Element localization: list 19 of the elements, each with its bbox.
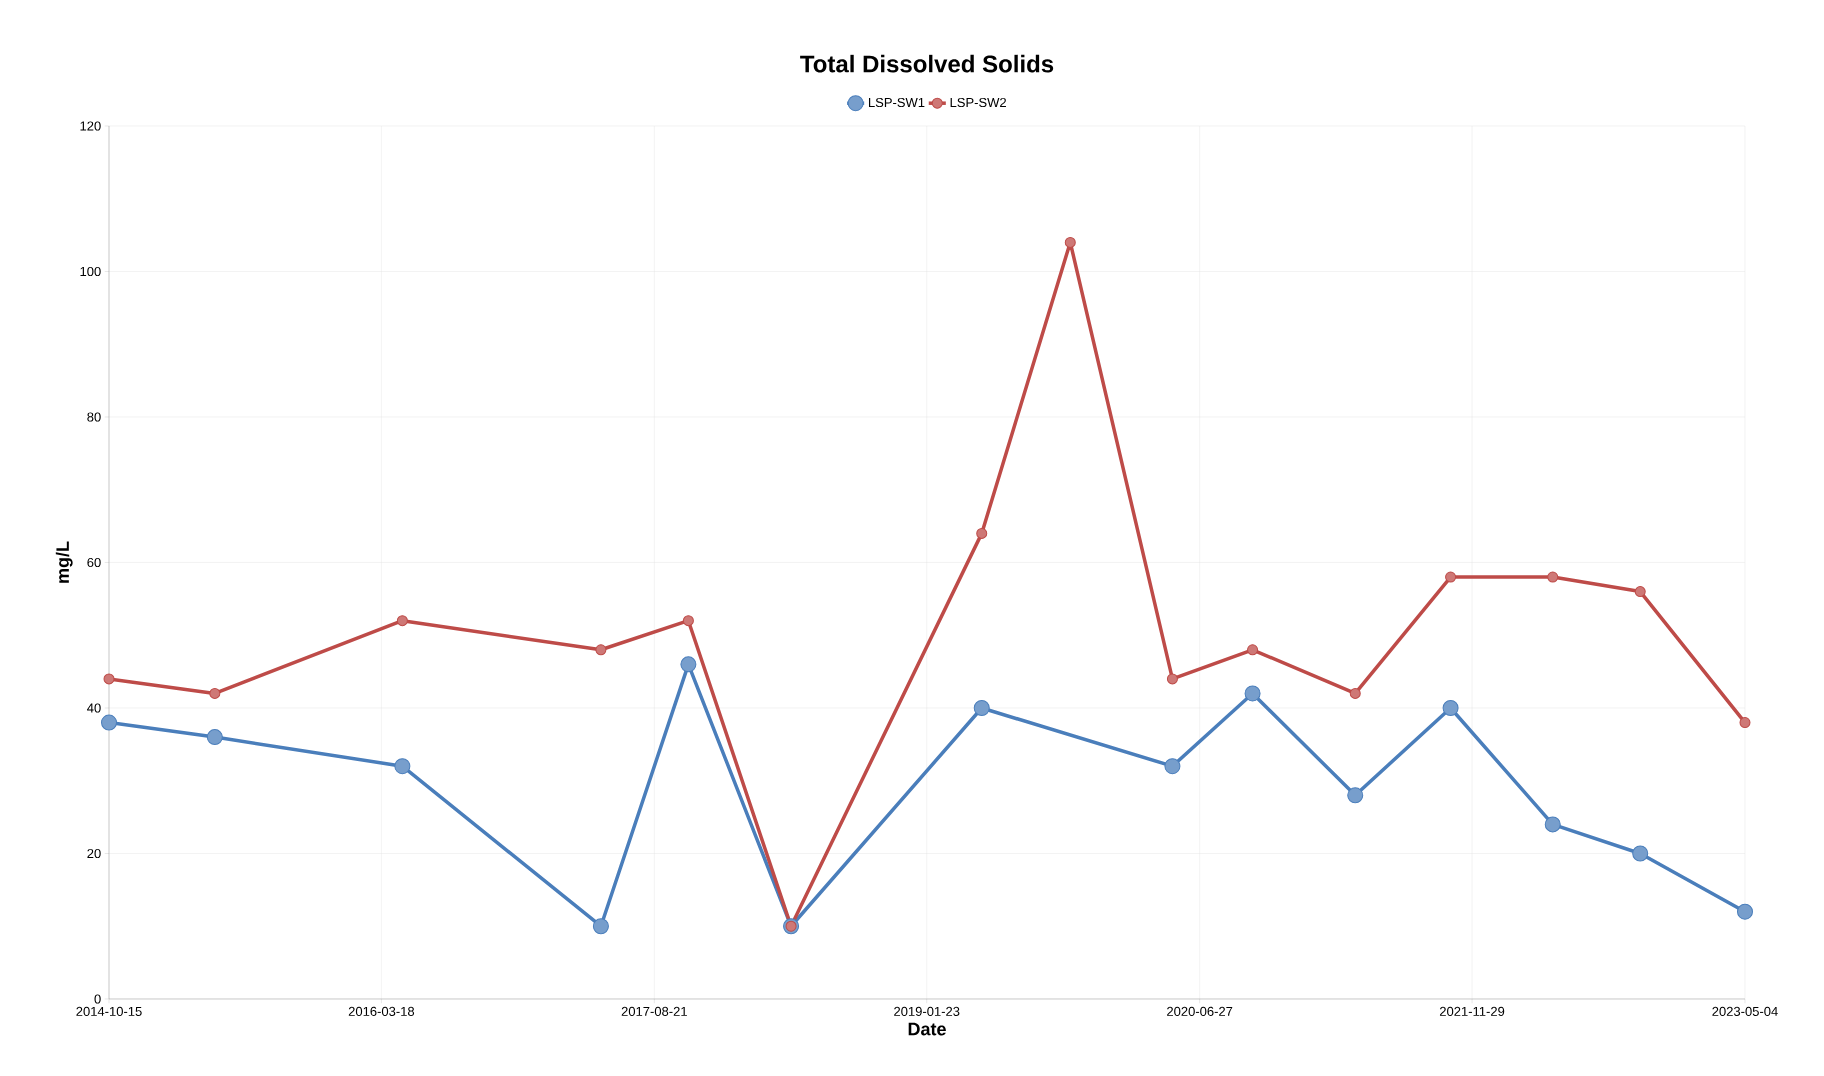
x-tick-label: 2021-11-29 (1439, 1006, 1505, 1016)
y-tick-label: 0 (94, 994, 101, 1004)
y-tick-label: 40 (87, 703, 101, 713)
x-tick-label: 2017-08-21 (621, 1006, 687, 1016)
chart-title: Total Dissolved Solids (800, 54, 1054, 73)
y-tick-label: 120 (80, 121, 101, 131)
x-axis-title: Date (908, 1022, 946, 1036)
y-axis-title: mg/L (55, 541, 73, 583)
legend-label: LSP-SW2 (950, 97, 1006, 108)
x-tick-label: 2020-06-27 (1167, 1006, 1233, 1016)
x-tick-label: 2019-01-23 (894, 1006, 960, 1016)
legend-label: LSP-SW1 (868, 97, 925, 108)
x-tick-label: 2016-03-18 (348, 1006, 415, 1016)
x-tick-label: 2014-10-15 (76, 1006, 142, 1016)
y-tick-label: 60 (87, 557, 101, 568)
y-tick-label: 100 (80, 266, 101, 277)
y-tick-label: 20 (87, 848, 101, 859)
x-tick-label: 2023-05-04 (1712, 1006, 1778, 1016)
y-tick-label: 80 (87, 412, 101, 422)
